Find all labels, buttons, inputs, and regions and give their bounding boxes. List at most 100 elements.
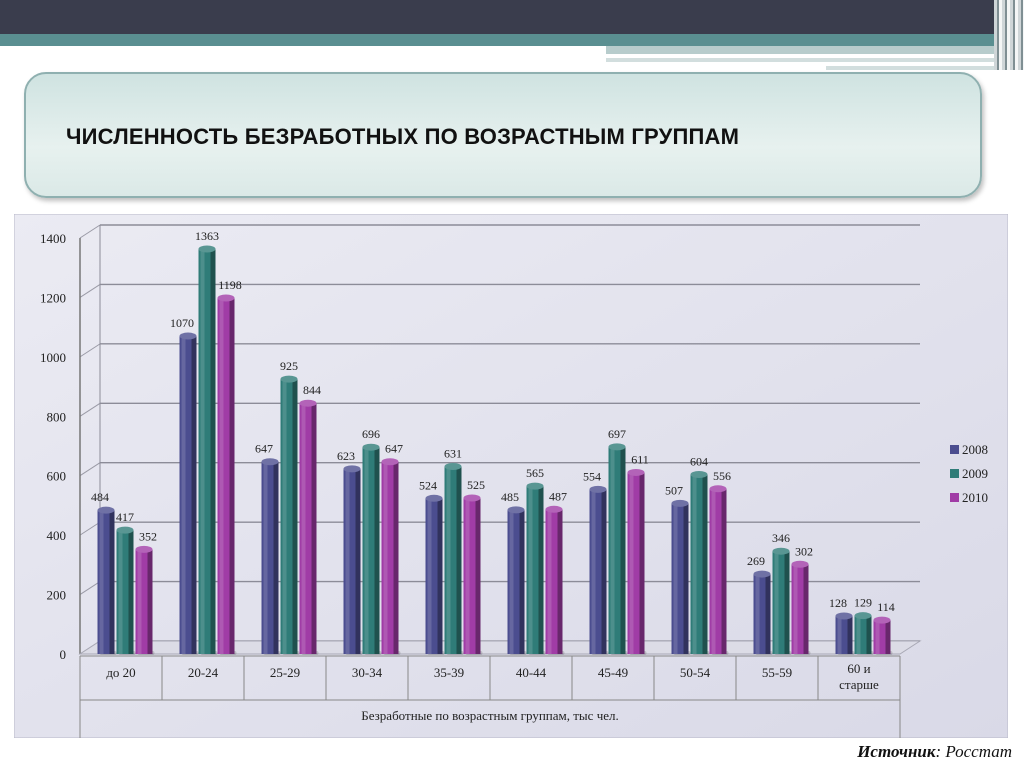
gridline-diagonal [79,462,101,477]
bar-highlight [181,336,186,654]
bar-side [765,574,771,654]
y-tick-label: 800 [47,409,67,424]
data-label: 1198 [218,278,242,292]
x-tick-label: 40-44 [516,665,547,680]
bar-side [147,549,153,654]
bar-top [690,471,708,479]
bar-top [873,616,891,624]
bar-top [589,485,607,493]
y-tick-label: 600 [47,469,67,484]
bar-top [545,505,563,513]
data-label: 554 [583,469,601,483]
bar-side [702,474,708,654]
data-label: 114 [877,600,895,614]
bar-highlight [755,574,760,654]
x-tick-label: 45-49 [598,665,628,680]
data-label: 697 [608,427,626,441]
bar-highlight [711,488,716,654]
bar-highlight [856,615,861,654]
data-label: 844 [303,383,321,397]
bar-side [292,379,298,654]
x-axis-title: Безработные по возрастным группам, тыс ч… [361,708,618,723]
bar-highlight [528,486,533,654]
bar-side [803,564,809,654]
bar-highlight [591,489,596,654]
bar-top [280,375,298,383]
data-label: 524 [419,478,437,492]
source-value: : Росстат [935,742,1012,761]
bar-top [425,494,443,502]
bar-side [437,498,443,654]
bar-side [374,447,380,654]
x-tick-label: 30-34 [352,665,383,680]
bar-highlight [673,503,678,654]
bar-top [217,294,235,302]
x-tick-label: 35-39 [434,665,464,680]
bar-top [753,570,771,578]
bar-top [343,465,361,473]
bar-side [601,489,607,654]
bar-side [109,510,115,654]
bar-highlight [837,615,842,654]
bar-highlight [446,466,451,654]
data-label: 302 [795,544,813,558]
x-tick-label: 25-29 [270,665,300,680]
bar-side [519,509,525,654]
bar-top [261,458,279,466]
gridline-diagonal [79,581,101,595]
bar-side [639,472,645,654]
data-label: 604 [690,455,708,469]
bar-top [608,443,626,451]
bar-top [463,494,481,502]
legend-swatch-2010 [950,493,959,502]
bar-top [791,560,809,568]
bar-highlight [427,498,432,654]
bar-side [721,488,727,654]
data-label: 565 [526,466,544,480]
data-label: 631 [444,447,462,461]
gridline-diagonal [79,402,101,417]
bar-side [475,498,481,654]
x-tick-label: 55-59 [762,665,792,680]
title-banner: ЧИСЛЕННОСТЬ БЕЗРАБОТНЫХ ПО ВОЗРАСТНЫМ ГР… [24,72,982,198]
legend-label: 2010 [962,490,988,505]
bar-chart: 0 200 400 600 800 1000 1200 1400 до 20 20-24 25-29… [14,214,1008,738]
data-label: 485 [501,490,519,504]
data-label: 352 [139,529,157,543]
bar-highlight [692,474,697,654]
bar-side [311,403,317,654]
bar-highlight [137,549,142,654]
data-label: 1363 [195,229,219,243]
gridline-diagonal [79,521,101,536]
data-label: 346 [772,531,790,545]
x-tick-label: 50-54 [680,665,711,680]
chart-background [14,214,1008,738]
bar-highlight [629,472,634,654]
bar-side [885,620,891,654]
bar-highlight [282,379,287,654]
bar-side [784,551,790,654]
bar-highlight [383,461,388,654]
bar-highlight [364,447,369,654]
x-tick-label: до 20 [106,665,135,680]
bar-side [456,466,462,654]
bar-top [198,245,216,253]
teal-band [0,34,1000,46]
decor-vertical-stripes [994,0,1024,70]
data-label: 696 [362,427,380,441]
bar-top [835,612,853,620]
bar-top [179,332,197,340]
x-tick-label: старше [839,677,879,692]
top-dark-band [0,0,1024,34]
slide-title: ЧИСЛЕННОСТЬ БЕЗРАБОТНЫХ ПО ВОЗРАСТНЫМ ГР… [66,124,740,149]
y-tick-label: 1000 [40,350,66,365]
data-label: 484 [91,490,109,504]
bar-top [709,485,727,493]
legend-swatch-2008 [950,445,959,454]
bar-top [97,506,115,514]
gridline-diagonal [79,224,101,239]
data-label: 487 [549,489,567,503]
bar-top [362,443,380,451]
bar-highlight [219,298,224,654]
bar-side [557,509,563,654]
